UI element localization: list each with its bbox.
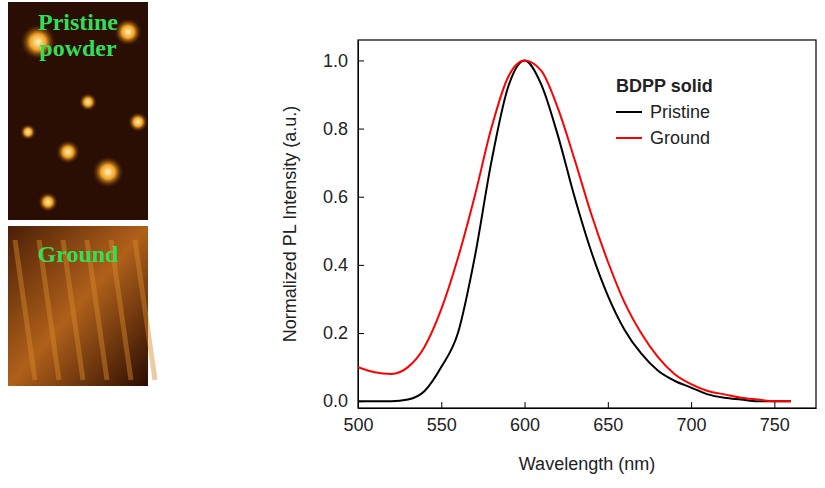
y-tick-mark <box>358 265 364 266</box>
photo-label: Pristinepowder <box>38 9 118 61</box>
plot-frame <box>358 40 816 408</box>
y-axis-line <box>358 41 359 409</box>
photo-spot <box>92 156 124 188</box>
y-tick: 1.0 <box>323 51 364 71</box>
x-tick-mark <box>691 402 692 408</box>
photo-spot <box>20 124 36 140</box>
y-tick-mark <box>358 333 364 334</box>
y-tick-label: 0.6 <box>323 187 348 207</box>
x-tick: 550 <box>427 402 457 435</box>
y-tick: 0.2 <box>323 323 364 343</box>
y-tick: 0.4 <box>323 255 364 275</box>
x-tick-mark <box>441 402 442 408</box>
legend-swatch <box>616 137 642 139</box>
y-tick: 0.6 <box>323 187 364 207</box>
photo-spot <box>114 18 142 46</box>
x-tick: 700 <box>677 402 707 435</box>
photo-spot <box>38 192 58 212</box>
x-tick-mark <box>608 402 609 408</box>
x-tick: 650 <box>593 402 623 435</box>
legend-label: Pristine <box>650 102 710 122</box>
x-tick-label: 600 <box>510 415 540 435</box>
y-tick-mark <box>358 129 364 130</box>
x-tick-label: 700 <box>677 415 707 435</box>
photo-spot <box>128 112 148 132</box>
y-tick-mark <box>358 60 364 61</box>
x-tick-label: 650 <box>593 415 623 435</box>
x-tick: 600 <box>510 402 540 435</box>
photo-streak <box>15 240 35 380</box>
x-axis-line <box>359 408 817 409</box>
x-tick-mark <box>525 402 526 408</box>
photo-label-line: Pristine <box>38 9 118 35</box>
y-tick-label: 0.2 <box>323 323 348 343</box>
photo-label-line: Ground <box>38 241 120 267</box>
photo-spot <box>79 93 97 111</box>
series-line <box>358 60 791 401</box>
photo-label: Ground <box>38 241 120 267</box>
legend-title: BDPP solid <box>616 76 713 96</box>
legend: BDPP solid Pristine Ground <box>616 76 713 148</box>
y-axis-title: Normalized PL Intensity (a.u.) <box>280 106 300 342</box>
x-tick-label: 500 <box>343 415 373 435</box>
x-tick-mark <box>774 402 775 408</box>
photo-pristine <box>8 2 148 220</box>
y-tick-label: 0.8 <box>323 119 348 139</box>
photos: Pristinepowder Ground <box>8 2 155 386</box>
y-tick: 0.0 <box>323 391 364 411</box>
x-axis: 500 550 600 650 700 750 <box>343 402 816 435</box>
photo-spot <box>56 140 80 164</box>
y-tick-mark <box>358 197 364 198</box>
y-axis: 0.0 0.2 0.4 0.6 0.8 1.0 <box>323 41 364 412</box>
photo-streak <box>135 240 155 380</box>
legend-label: Ground <box>650 128 710 148</box>
x-tick-label: 750 <box>760 415 790 435</box>
y-tick-label: 1.0 <box>323 51 348 71</box>
y-tick-label: 0.0 <box>323 391 348 411</box>
photo-label-line: powder <box>39 35 117 61</box>
x-tick: 750 <box>760 402 790 435</box>
x-axis-title: Wavelength (nm) <box>519 454 655 474</box>
x-tick-label: 550 <box>427 415 457 435</box>
y-tick: 0.8 <box>323 119 364 139</box>
y-tick-label: 0.4 <box>323 255 348 275</box>
legend-swatch <box>616 111 642 113</box>
photo-ground <box>8 226 148 386</box>
plot-area <box>358 60 791 401</box>
figure: PristinepowderGround5005506006507007500.… <box>0 0 825 488</box>
series-line <box>358 60 791 401</box>
